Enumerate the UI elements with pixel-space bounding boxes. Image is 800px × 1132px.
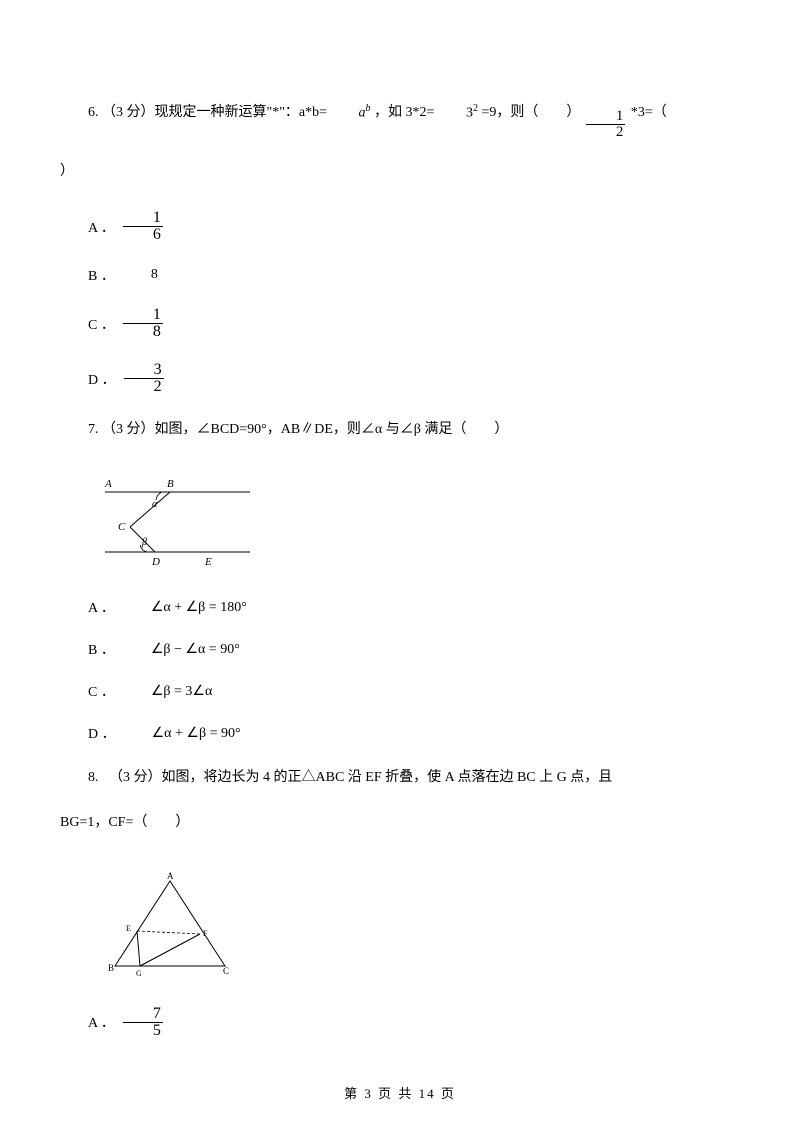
q6-half-fraction: 12 bbox=[586, 109, 626, 140]
q6-number: 6. bbox=[88, 105, 99, 120]
q6-opt-d-fraction: 32 bbox=[124, 362, 164, 395]
q7-option-d: D ． ∠α + ∠β = 90° bbox=[60, 723, 720, 743]
q6-3sq: 32 bbox=[438, 100, 478, 126]
q6-option-b: B ． 8 bbox=[60, 265, 720, 285]
svg-text:A: A bbox=[167, 871, 174, 881]
page-footer: 第 3 页 共 14 页 bbox=[0, 1083, 800, 1102]
svg-text:C: C bbox=[223, 966, 229, 976]
q6-text4: *3=（ bbox=[631, 105, 667, 120]
q6-opt-a-fraction: 16 bbox=[123, 210, 163, 243]
svg-text:A: A bbox=[104, 478, 112, 490]
svg-text:α: α bbox=[152, 499, 158, 510]
q6-close-paren: ） bbox=[60, 160, 720, 180]
q6-points: （3 分） bbox=[102, 105, 155, 120]
svg-text:G: G bbox=[136, 969, 142, 978]
q7-text: 如图，∠BCD=90°，AB∥DE，则∠α 与∠β 满足（ ） bbox=[155, 422, 509, 437]
q7-option-a: A ． ∠α + ∠β = 180° bbox=[60, 597, 720, 617]
svg-text:E: E bbox=[126, 924, 131, 933]
q8-opt-a-fraction: 75 bbox=[123, 1006, 163, 1039]
svg-text:C: C bbox=[118, 521, 126, 533]
question-8: 8. （3 分）如图，将边长为 4 的正△ABC 沿 EF 折叠，使 A 点落在… bbox=[60, 765, 720, 790]
q7-option-b: B ． ∠β − ∠α = 90° bbox=[60, 639, 720, 659]
q6-opt-c-fraction: 18 bbox=[123, 307, 163, 340]
q8-points: （3 分） bbox=[116, 770, 162, 785]
q7-option-c: C ． ∠β = 3∠α bbox=[60, 681, 720, 701]
q8-text1: 如图，将边长为 4 的正△ABC 沿 EF 折叠，使 A 点落在边 BC 上 G… bbox=[162, 770, 613, 785]
svg-text:F: F bbox=[203, 929, 208, 938]
question-7: 7. （3 分）如图，∠BCD=90°，AB∥DE，则∠α 与∠β 满足（ ） bbox=[60, 417, 720, 442]
q8-option-a: A ． 75 bbox=[60, 1006, 720, 1039]
q6-text2: ，如 3*2= bbox=[374, 105, 434, 120]
q6-text3: =9，则（ ） bbox=[481, 105, 580, 120]
svg-text:B: B bbox=[108, 963, 114, 973]
question-6: 6. （3 分）现规定一种新运算"*"：a*b= ab ，如 3*2= 32 =… bbox=[60, 100, 720, 140]
q6-option-a: A ． 16 bbox=[60, 210, 720, 243]
q7-number: 7. bbox=[88, 422, 99, 437]
svg-text:B: B bbox=[167, 478, 174, 490]
q7-points: （3 分） bbox=[102, 422, 155, 437]
q8-number: 8. bbox=[88, 770, 99, 785]
q6-text1: 现规定一种新运算"*"：a*b= bbox=[155, 105, 328, 120]
q8-line2: BG=1，CF=（ ） bbox=[60, 811, 720, 831]
svg-text:β: β bbox=[141, 537, 147, 548]
q7-diagram: A B C D E α β bbox=[100, 472, 260, 572]
q8-diagram: A B C G E F bbox=[100, 871, 240, 981]
svg-text:D: D bbox=[151, 556, 160, 568]
svg-text:E: E bbox=[204, 556, 212, 568]
q6-ab: ab bbox=[331, 100, 371, 126]
q6-option-c: C ． 18 bbox=[60, 307, 720, 340]
q6-option-d: D ． 32 bbox=[60, 362, 720, 395]
